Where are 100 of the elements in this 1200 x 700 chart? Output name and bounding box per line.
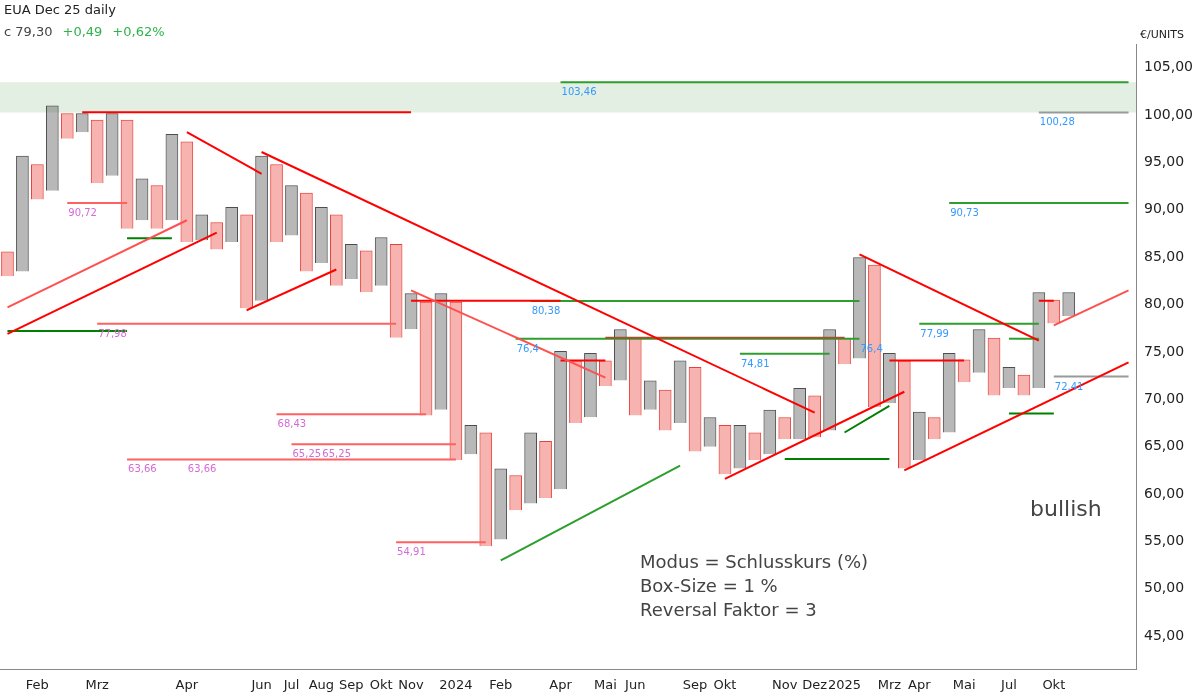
annotation: 100,28 (1039, 116, 1075, 128)
bar (405, 294, 417, 330)
bar (778, 417, 792, 440)
x-tick-label: Aug (308, 676, 335, 692)
chart-title: EUA Dec 25 daily (4, 2, 116, 17)
bar (136, 179, 148, 221)
bar (151, 186, 163, 229)
y-tick-label: 65,00 (1144, 437, 1185, 454)
bar (554, 351, 567, 490)
x-tick-label: Jun (624, 676, 646, 692)
x-tick-label: Mai (593, 676, 617, 692)
bar (643, 380, 657, 410)
bar (763, 409, 777, 455)
y-axis-title: €/UNITS (1140, 28, 1184, 41)
text: +0,62% (112, 24, 165, 39)
bar (897, 360, 911, 469)
x-tick-label: Jun (250, 676, 272, 692)
bar (45, 105, 59, 191)
bar (942, 352, 956, 433)
bar (973, 330, 985, 373)
x-tick-label: Nov (398, 676, 425, 692)
x-tick-label: Sep (682, 676, 708, 692)
bar (240, 214, 253, 309)
bar (479, 432, 493, 547)
bar (464, 424, 478, 455)
x-tick-label: Apr (908, 676, 932, 692)
x-tick-label: Feb (25, 676, 49, 692)
bar (435, 294, 447, 410)
annotation: 63,66 (128, 463, 157, 475)
bar (658, 389, 672, 431)
bar (704, 418, 716, 447)
bar (1062, 292, 1076, 316)
x-tick-label: Okt (713, 676, 737, 692)
bar (628, 337, 642, 416)
annotation: 76,4 (516, 342, 539, 354)
annotation: 77,99 (920, 327, 949, 339)
bar (1017, 374, 1031, 396)
bar (60, 113, 74, 139)
y-tick-label: 50,00 (1144, 579, 1185, 596)
bar (1002, 367, 1016, 388)
x-tick-label: Dez (802, 676, 828, 692)
annotation: 68,43 (277, 418, 307, 430)
x-tick-label: Apr (175, 676, 199, 692)
bar (733, 424, 747, 469)
y-tick-label: 90,00 (1144, 200, 1185, 217)
annotation: Modus = Schlusskurs (%) (640, 551, 869, 572)
bar (359, 250, 373, 293)
bar (419, 301, 433, 416)
annotation: 54,91 (397, 546, 426, 558)
bar (389, 243, 403, 338)
bar (449, 301, 463, 460)
x-tick-label: Apr (549, 676, 573, 692)
bar (120, 119, 134, 229)
annotation: 80,38 (531, 304, 561, 316)
bar (748, 432, 762, 460)
bar (987, 337, 1001, 396)
annotation: Box-Size = 1 % (640, 575, 778, 596)
x-tick-label: Jul (282, 676, 300, 692)
bar (494, 468, 508, 540)
bar (225, 206, 239, 243)
x-tick-label: Okt (1042, 676, 1066, 692)
text: +0,49 (62, 24, 103, 39)
annotation: 90,72 (68, 207, 97, 218)
annotation: bullish (1030, 496, 1102, 521)
annotation: 65,25 (322, 448, 352, 460)
y-tick-label: 100,00 (1144, 105, 1194, 122)
bar (165, 134, 179, 221)
y-tick-label: 70,00 (1144, 389, 1185, 406)
bar (180, 141, 194, 243)
bar (1032, 292, 1046, 388)
y-tick-label: 80,00 (1144, 295, 1185, 312)
y-tick-label: 105,00 (1144, 58, 1194, 75)
annotation: 63,66 (187, 463, 217, 475)
y-tick-label: 95,00 (1144, 153, 1185, 170)
bar (957, 359, 971, 383)
x-tick-label: Okt (369, 676, 393, 692)
y-tick-label: 45,00 (1144, 626, 1185, 643)
x-tick-label: Sep (339, 676, 364, 692)
bar (524, 432, 537, 504)
text: c 79,30 (4, 24, 53, 39)
bar (688, 367, 702, 452)
y-tick-label: 75,00 (1144, 342, 1185, 359)
x-tick-label: Nov (772, 676, 798, 692)
bar (539, 441, 552, 498)
x-tick-label: Mrz (877, 676, 902, 692)
x-tick-label: Jul (1000, 676, 1017, 692)
bar (509, 475, 523, 511)
y-tick-label: 60,00 (1144, 484, 1185, 501)
x-tick-label: Mrz (85, 676, 110, 692)
y-tick-label: 55,00 (1144, 532, 1185, 549)
annotation: Reversal Faktor = 3 (640, 599, 817, 620)
annotation: 74,81 (740, 357, 770, 369)
bar (374, 237, 388, 286)
bar (16, 155, 29, 272)
annotation: 90,73 (950, 206, 979, 218)
annotation: 103,46 (561, 86, 597, 98)
bar (344, 243, 358, 279)
y-tick-label: 85,00 (1144, 247, 1185, 264)
x-tick-label: 2025 (827, 676, 862, 692)
bar (927, 417, 941, 440)
